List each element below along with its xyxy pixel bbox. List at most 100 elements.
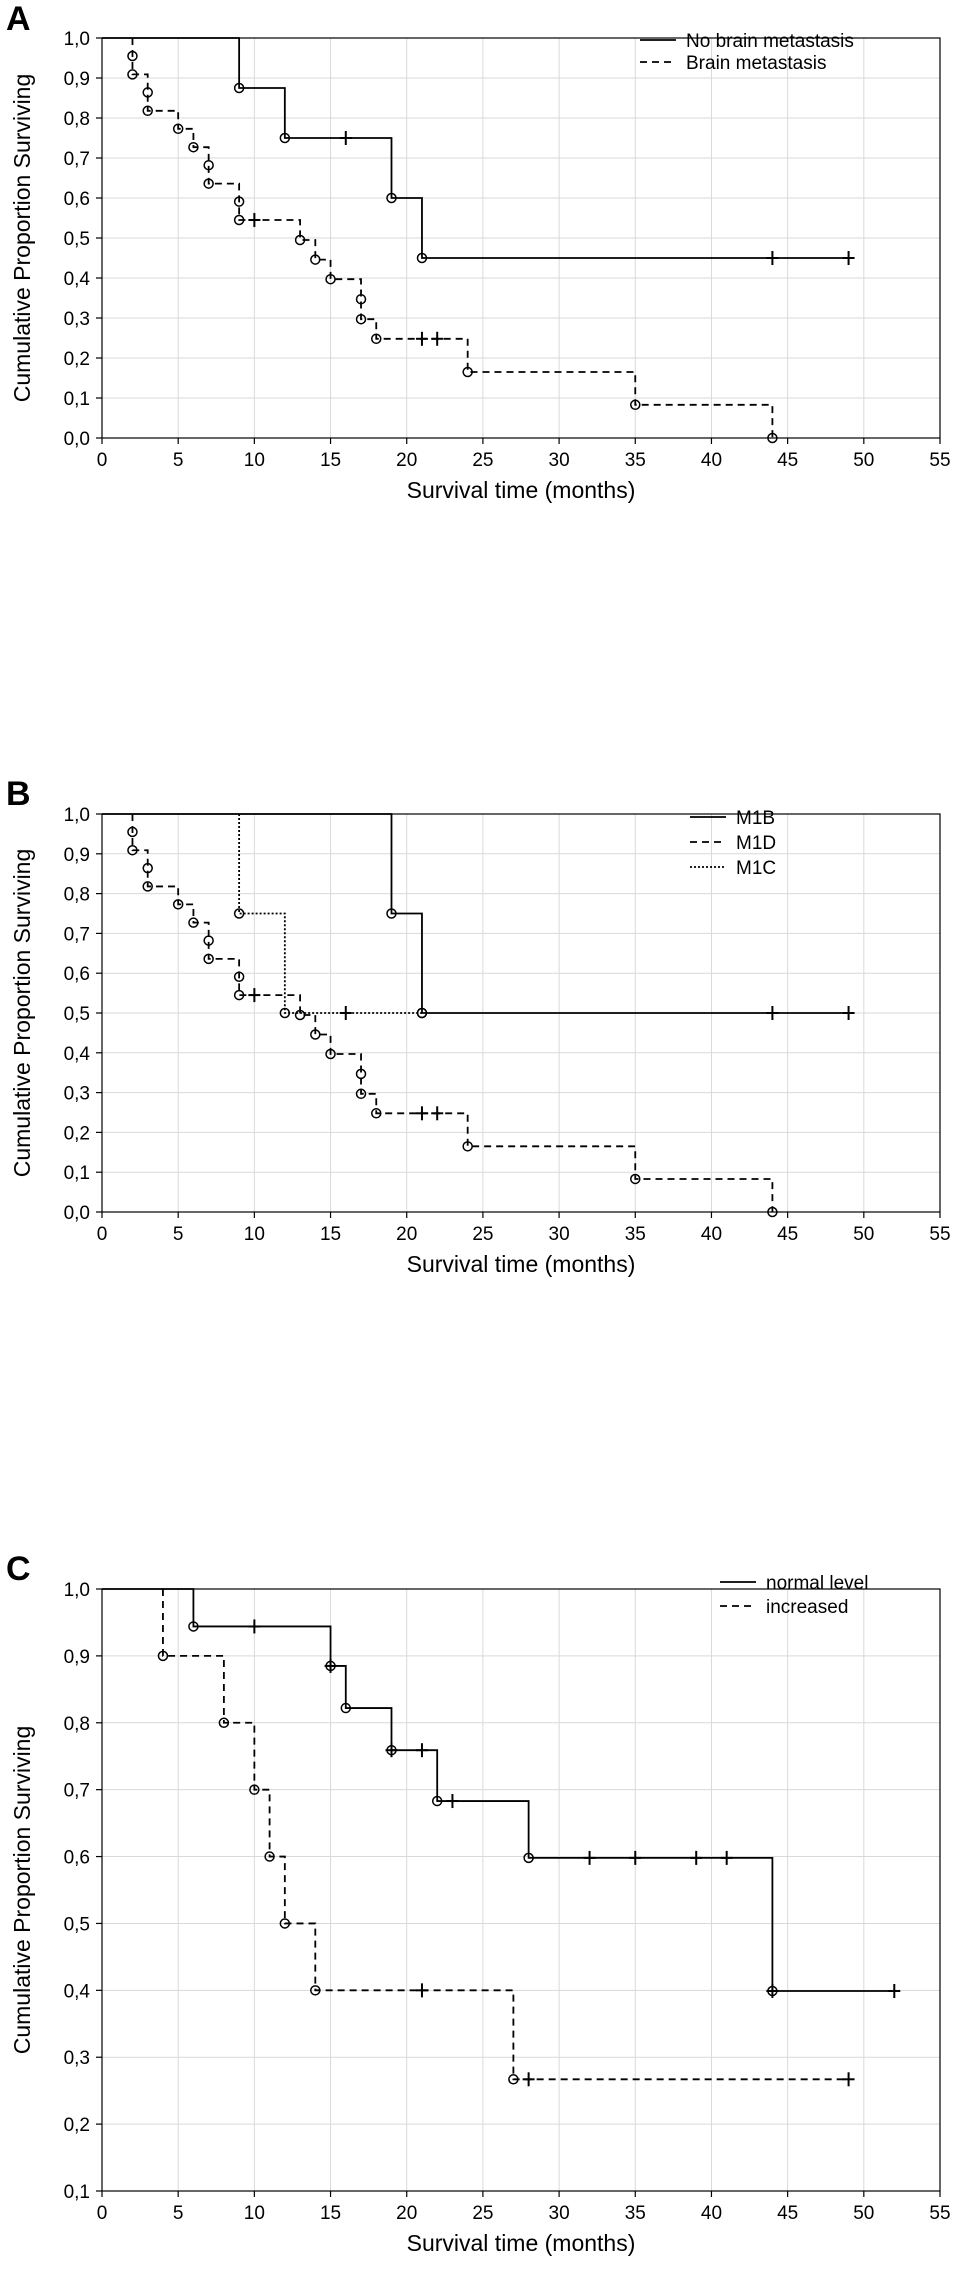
- y-tick-label: 0,3: [64, 2048, 90, 2069]
- x-tick-label: 30: [549, 1224, 570, 1245]
- y-axis-title: Cumulative Proportion Surviving: [9, 74, 35, 403]
- x-tick-label: 0: [97, 1224, 108, 1245]
- event-marker: [416, 1007, 428, 1019]
- event-marker: [127, 826, 138, 838]
- y-axis: 0,1 0,2 0,3 0,4 0,5 0,6 0,7 0,8 0,9 1,0 Cumulative…: [9, 1580, 102, 2203]
- y-tick-label: 0,3: [64, 1084, 90, 1105]
- series-m1b: [102, 813, 855, 1020]
- km-chart-a: A 0 5 10 15 20 25 30 35 40 45 50 55 Survival time (mo…: [6, 0, 951, 503]
- event-marker: [355, 1068, 367, 1080]
- series-brain-metastasis: [127, 38, 778, 444]
- event-marker: [233, 971, 245, 983]
- x-tick-label: 25: [472, 450, 493, 471]
- x-tick-label: 30: [549, 450, 570, 471]
- x-tick-label: 15: [320, 1224, 341, 1245]
- y-tick-label: 0,0: [64, 1203, 90, 1224]
- x-tick-label: 5: [173, 1224, 184, 1245]
- x-tick-label: 25: [472, 1224, 493, 1245]
- event-marker: [157, 1650, 169, 1662]
- x-tick-label: 35: [625, 2203, 646, 2224]
- event-marker: [310, 254, 321, 265]
- legend-label: normal level: [766, 1573, 868, 1594]
- legend-entry: M1B: [690, 808, 775, 829]
- x-axis-title: Survival time (months): [407, 477, 636, 503]
- event-marker: [142, 881, 153, 892]
- grid-lines: [102, 1589, 940, 2191]
- event-marker: [279, 1007, 291, 1019]
- y-tick-label: 0,8: [64, 885, 90, 906]
- event-marker: [203, 159, 214, 171]
- survival-step-line: [102, 813, 849, 1014]
- event-marker: [233, 196, 245, 207]
- y-tick-label: 0,2: [64, 349, 90, 370]
- survival-step-line: [162, 1589, 849, 2081]
- x-tick-label: 35: [625, 1224, 646, 1245]
- plot-frame: [101, 1588, 941, 2192]
- event-marker: [294, 1009, 306, 1021]
- legend-label: Brain metastasis: [686, 53, 826, 74]
- event-marker: [325, 1048, 336, 1060]
- event-marker: [203, 178, 214, 189]
- x-tick-label: 20: [396, 2203, 417, 2224]
- y-tick-label: 0,3: [64, 309, 90, 330]
- legend-label: M1B: [736, 808, 775, 829]
- event-marker: [630, 1173, 641, 1185]
- event-marker: [767, 1206, 778, 1218]
- km-chart-c: C 0 5 10 15 20 25 30 35 40 45 50 55 Survival time (mo…: [6, 1550, 951, 2256]
- x-tick-label: 25: [472, 2203, 493, 2224]
- event-marker: [416, 252, 428, 264]
- y-tick-label: 0,5: [64, 229, 90, 250]
- y-tick-label: 0,9: [64, 1647, 90, 1668]
- x-tick-label: 10: [244, 2203, 265, 2224]
- x-tick-label: 50: [853, 1224, 874, 1245]
- event-marker: [203, 953, 214, 965]
- x-tick-label: 10: [244, 450, 265, 471]
- event-marker: [355, 1088, 367, 1100]
- y-tick-label: 0,1: [64, 389, 90, 410]
- survival-step-line: [102, 1588, 895, 1992]
- legend-entry: increased: [720, 1597, 848, 1618]
- survival-step-line: [238, 814, 422, 1014]
- x-tick-label: 45: [777, 2203, 798, 2224]
- km-chart-b: B 0 5 10 15 20 25 30 35 40 45 50 55 Survival time (mo…: [6, 775, 951, 1277]
- legend-label: increased: [766, 1597, 848, 1618]
- event-marker: [127, 844, 138, 856]
- x-tick-label: 0: [97, 2203, 108, 2224]
- y-tick-label: 0,4: [64, 1981, 91, 2002]
- x-axis-title: Survival time (months): [407, 1251, 636, 1277]
- event-marker: [279, 132, 291, 144]
- event-marker: [310, 1029, 321, 1040]
- event-marker: [203, 935, 214, 946]
- x-tick-label: 15: [320, 2203, 341, 2224]
- event-marker: [264, 1851, 275, 1862]
- y-tick-label: 0,8: [64, 109, 90, 130]
- legend-entry: normal level: [720, 1573, 868, 1594]
- event-marker: [523, 1852, 534, 1864]
- y-axis-title: Cumulative Proportion Surviving: [9, 1726, 35, 2055]
- y-tick-label: 0,0: [64, 429, 90, 450]
- x-tick-label: 20: [396, 1224, 417, 1245]
- event-marker: [142, 862, 153, 874]
- y-axis: 0,0 0,1 0,2 0,3 0,4 0,5 0,6 0,7 0,8 0,9 1,0 Cumulat…: [9, 805, 102, 1224]
- event-marker: [325, 273, 336, 285]
- survival-step-line: [102, 37, 849, 259]
- x-tick-label: 20: [396, 450, 417, 471]
- y-tick-label: 0,6: [64, 189, 90, 210]
- event-marker: [386, 908, 397, 919]
- legend-entry: M1C: [690, 858, 776, 879]
- event-marker: [431, 1795, 443, 1807]
- event-marker: [279, 1918, 291, 1929]
- y-tick-label: 0,7: [64, 1781, 90, 1802]
- y-tick-label: 1,0: [64, 1580, 90, 1601]
- x-tick-label: 50: [853, 2203, 874, 2224]
- event-marker: [218, 1717, 230, 1729]
- y-tick-label: 0,7: [64, 924, 90, 945]
- event-marker: [630, 399, 641, 411]
- x-tick-label: 45: [777, 1224, 798, 1245]
- legend-entry: M1D: [690, 833, 776, 854]
- event-marker: [386, 192, 397, 204]
- event-marker: [188, 917, 199, 928]
- x-tick-label: 5: [173, 2203, 184, 2224]
- x-tick-label: 30: [549, 2203, 570, 2224]
- event-marker: [462, 1141, 473, 1152]
